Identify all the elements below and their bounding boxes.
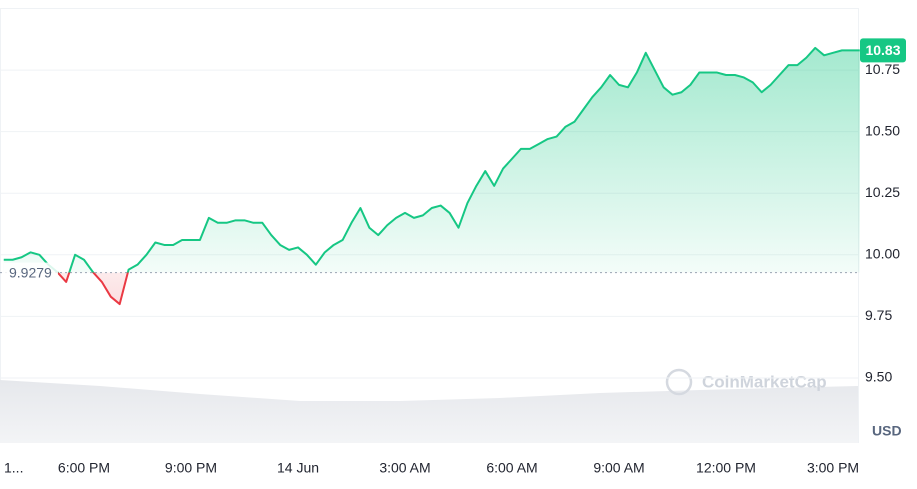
y-tick-label: 9.50 xyxy=(865,369,892,385)
price-area xyxy=(3,47,860,305)
watermark-text: CoinMarketCap xyxy=(702,372,827,391)
x-tick-label: 6:00 PM xyxy=(58,460,110,476)
volume-area xyxy=(0,380,858,443)
y-unit: USD xyxy=(872,423,902,439)
x-tick-label: 3:00 PM xyxy=(807,460,859,476)
y-tick-label: 10.00 xyxy=(865,246,900,262)
watermark-logo xyxy=(665,368,693,396)
y-tick-label: 10.50 xyxy=(865,122,900,138)
x-tick-label: 1... xyxy=(4,460,23,476)
price-line xyxy=(3,46,860,306)
baseline-label-bg xyxy=(4,262,58,283)
last-price-label: 10.83 xyxy=(865,42,900,58)
x-tick-label: 6:00 AM xyxy=(486,460,537,476)
y-tick-label: 10.75 xyxy=(865,61,900,77)
x-tick-label: 9:00 PM xyxy=(165,460,217,476)
x-tick-label: 12:00 PM xyxy=(696,460,756,476)
x-tick-label: 14 Jun xyxy=(277,460,319,476)
last-price-tag xyxy=(860,38,906,63)
watermark: CoinMarketCap xyxy=(665,368,827,396)
y-tick-label: 9.75 xyxy=(865,307,892,323)
y-tick-label: 10.25 xyxy=(865,184,900,200)
baseline-label: 9.9279 xyxy=(9,264,52,280)
x-tick-label: 9:00 AM xyxy=(593,460,644,476)
x-tick-label: 3:00 AM xyxy=(379,460,430,476)
